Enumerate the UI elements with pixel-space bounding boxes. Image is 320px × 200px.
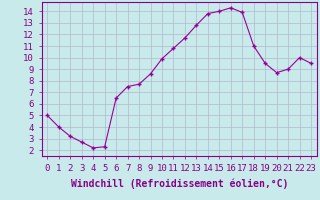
X-axis label: Windchill (Refroidissement éolien,°C): Windchill (Refroidissement éolien,°C) (70, 178, 288, 189)
